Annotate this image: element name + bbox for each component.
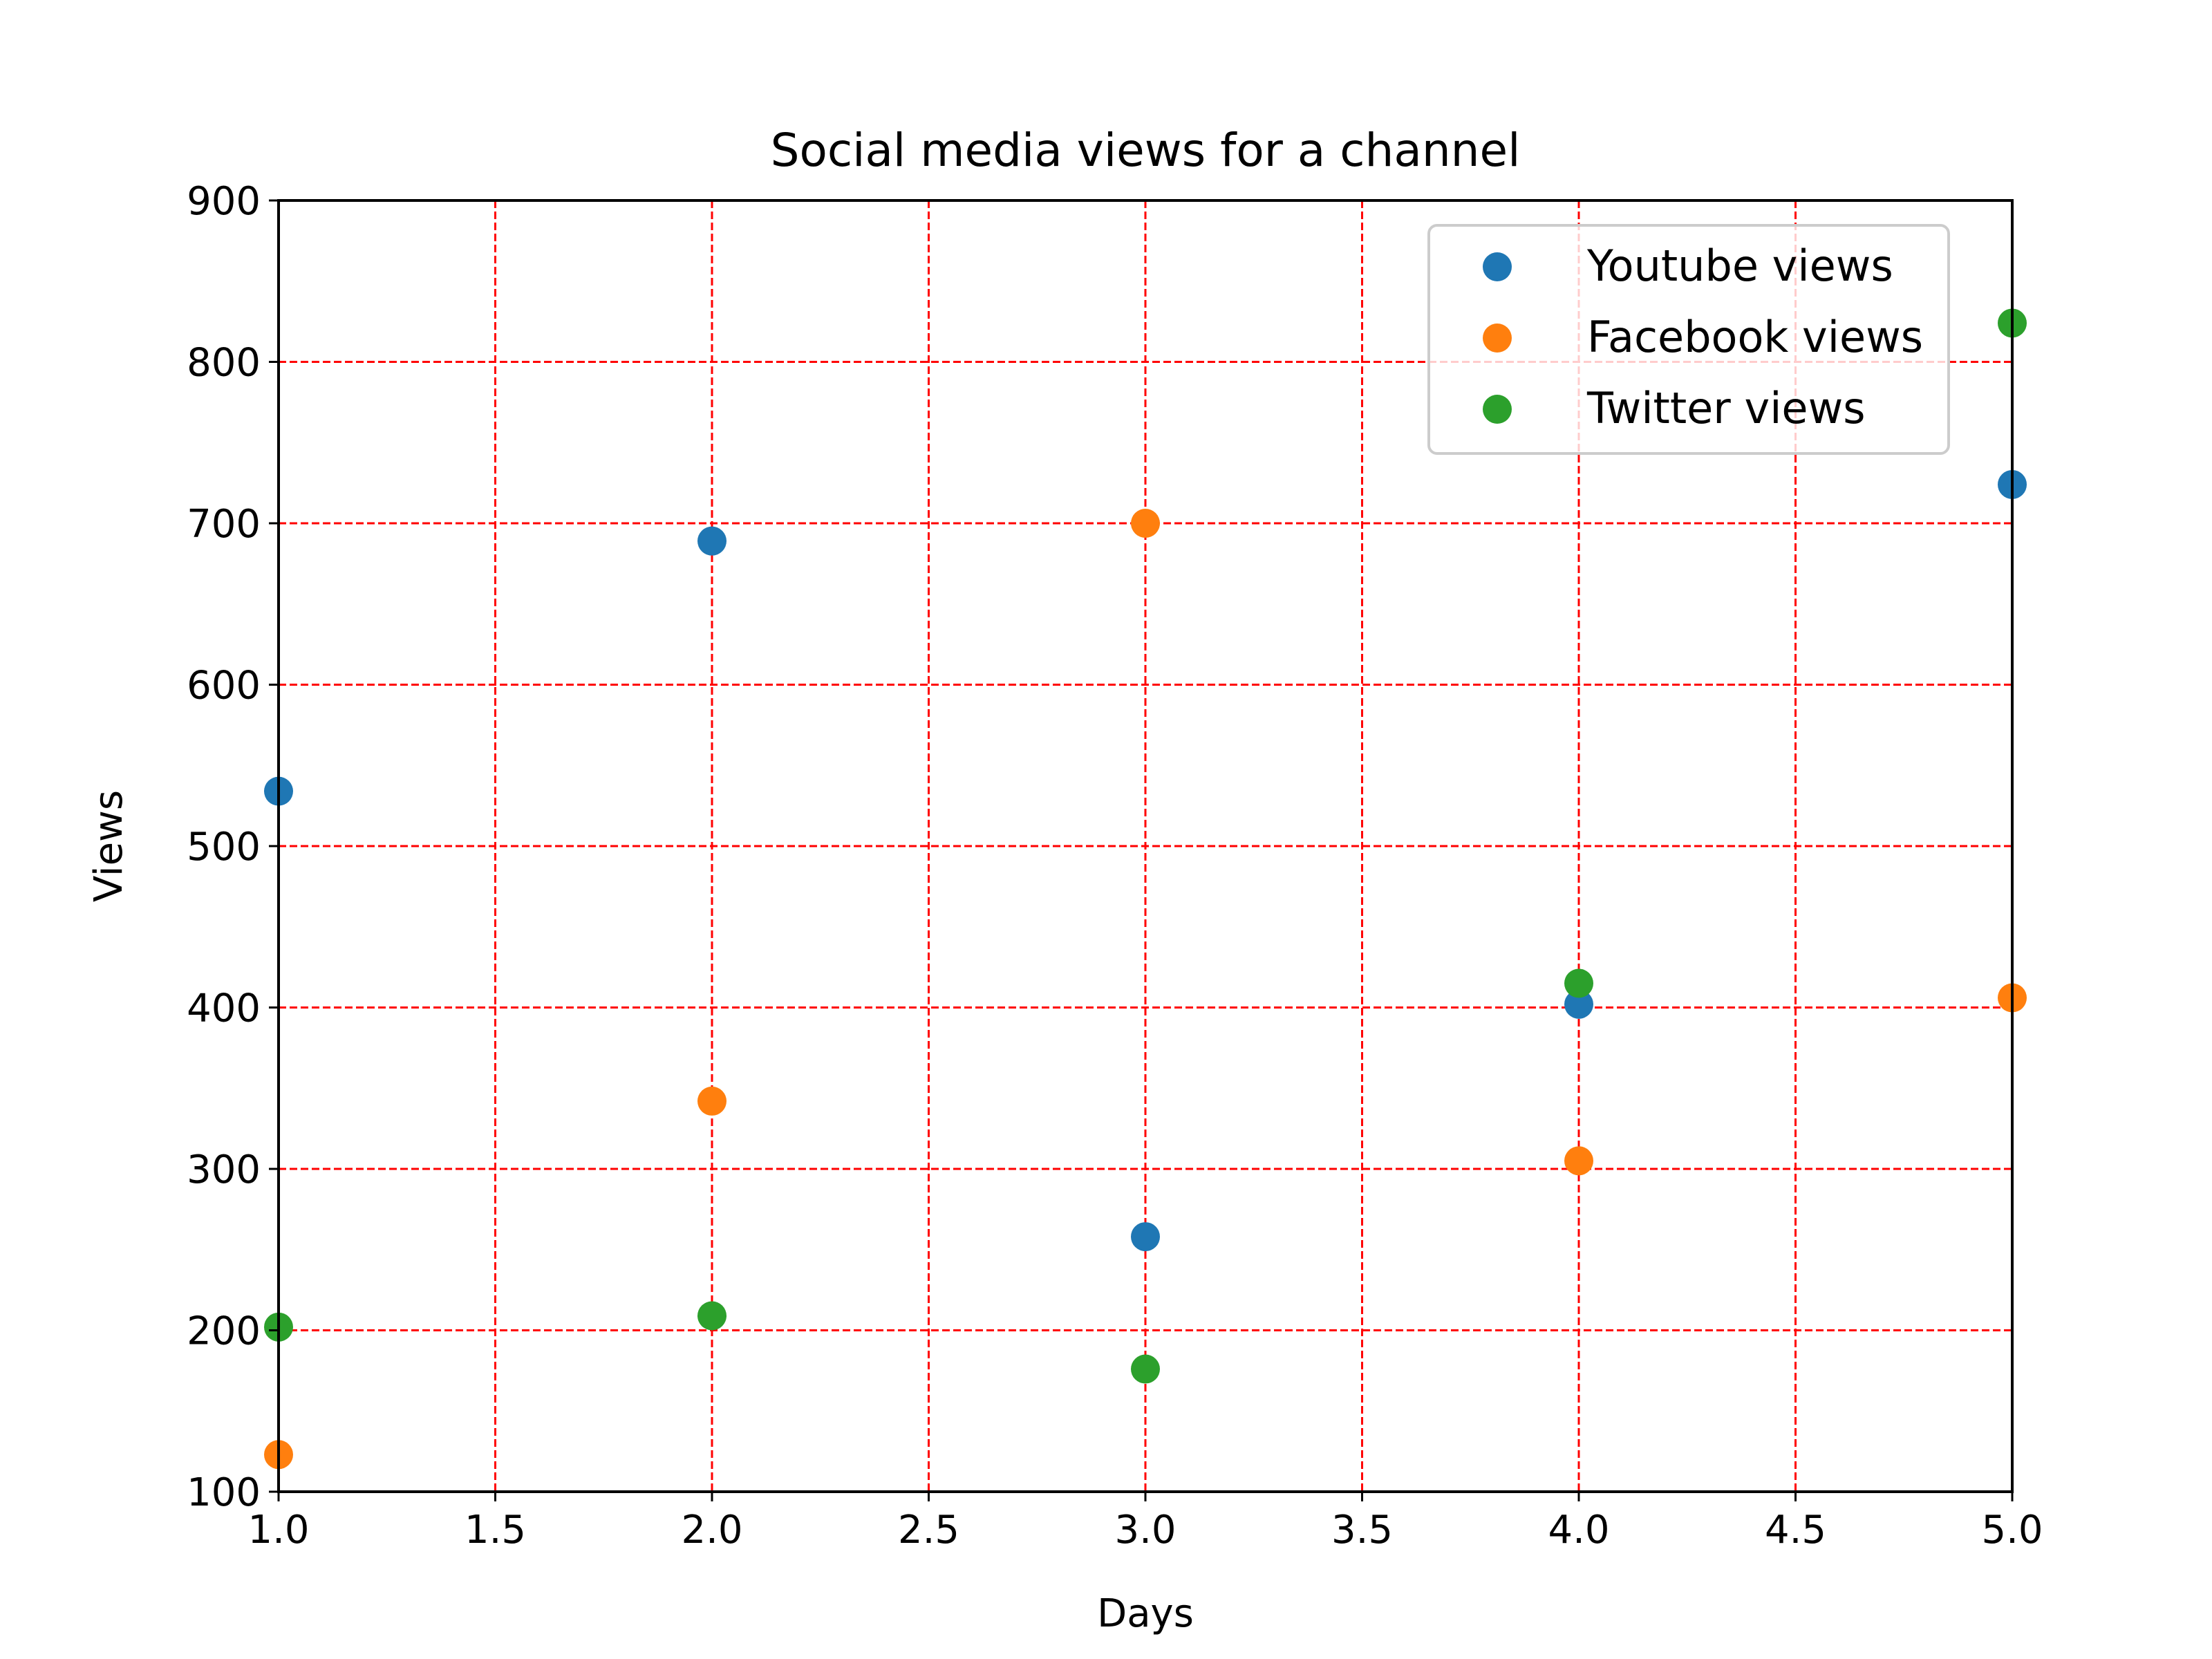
x-tick-label: 4.0 <box>1548 1508 1609 1553</box>
x-tick-label: 2.0 <box>681 1508 742 1553</box>
facebook-views-point <box>1564 1146 1593 1176</box>
y-tick-label: 300 <box>187 1147 261 1192</box>
x-tick-label: 1.5 <box>465 1508 526 1553</box>
y-tick-label: 800 <box>187 341 261 386</box>
y-tick-label: 400 <box>187 986 261 1031</box>
x-tick-label: 3.0 <box>1114 1508 1176 1553</box>
legend-entry: Youtube views <box>1586 241 1893 291</box>
twitter-views-legend-marker <box>1483 395 1512 424</box>
y-tick-label: 600 <box>187 664 261 709</box>
x-tick-label: 1.0 <box>247 1508 309 1553</box>
twitter-views-point <box>697 1301 727 1331</box>
youtube-views-point <box>697 526 727 556</box>
x-tick-label: 4.5 <box>1765 1508 1826 1553</box>
y-tick-label: 900 <box>187 179 261 224</box>
facebook-views-point <box>697 1086 727 1116</box>
legend-entry: Twitter views <box>1586 383 1866 433</box>
y-tick-label: 700 <box>187 502 261 547</box>
y-axis-label: Views <box>86 790 131 902</box>
axis-ticks: 1.0 1.5 2.0 2.5 3.0 3.5 4.0 4.5 5.0 100 200 300 400 5… <box>187 179 2043 1553</box>
facebook-views-point <box>1131 509 1160 538</box>
legend-entry: Facebook views <box>1587 312 1923 362</box>
twitter-views-point <box>1564 968 1593 998</box>
x-axis-label: Days <box>1097 1591 1194 1636</box>
facebook-views-legend-marker <box>1483 324 1512 353</box>
y-tick-label: 500 <box>187 825 261 870</box>
x-tick-label: 2.5 <box>898 1508 959 1553</box>
y-tick-label: 100 <box>187 1470 261 1515</box>
twitter-views-point <box>1131 1354 1160 1384</box>
legend: Youtube views Facebook views Twitter views <box>1427 224 1950 455</box>
chart-title: Social media views for a channel <box>771 124 1521 177</box>
youtube-views-legend-marker <box>1483 252 1512 281</box>
x-tick-label: 5.0 <box>1981 1508 2043 1553</box>
x-tick-label: 3.5 <box>1331 1508 1393 1553</box>
y-tick-label: 200 <box>187 1309 261 1354</box>
youtube-views-point <box>1564 989 1593 1019</box>
youtube-views-point <box>1131 1222 1160 1252</box>
legend-box <box>1427 224 1950 455</box>
